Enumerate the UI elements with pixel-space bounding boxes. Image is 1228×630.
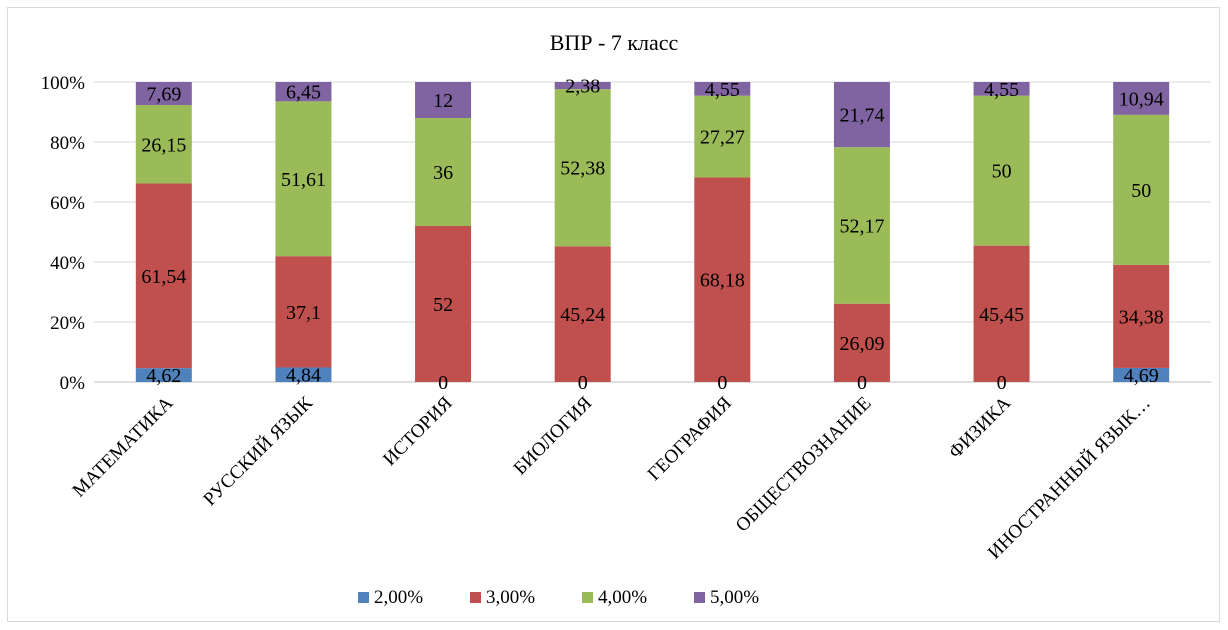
- bar-segment: [554, 89, 611, 247]
- data-label: 45,24: [560, 304, 605, 326]
- legend-label: 2,00%: [374, 587, 423, 608]
- y-axis-ticks: 0% 20% 40% 60% 80% 100%: [41, 73, 86, 394]
- bar-segment: [275, 256, 332, 368]
- bar-segment: [275, 367, 332, 382]
- data-label: 0: [997, 372, 1007, 394]
- y-tick-label: 60%: [50, 193, 85, 214]
- y-tick-label: 0%: [60, 373, 86, 394]
- x-tick-label: РУССКИЙ ЯЗЫК: [199, 392, 317, 510]
- bar-segment: [694, 177, 751, 382]
- data-label: 0: [717, 372, 727, 394]
- data-label: 4,62: [146, 365, 181, 387]
- data-label: 4,84: [286, 365, 321, 387]
- data-label: 37,1: [286, 302, 321, 324]
- bar-segment: [1113, 114, 1170, 265]
- data-label: 52: [433, 294, 453, 316]
- data-label: 4,69: [1124, 365, 1159, 387]
- y-tick-label: 20%: [50, 313, 85, 334]
- bar-segment: [694, 95, 751, 178]
- x-tick-label: ОБЩЕСТВОЗНАНИЕ: [732, 393, 876, 537]
- chart-frame: ВПР - 7 класс 0% 20% 40% 60% 80% 100% 4,62 61,…: [7, 7, 1220, 622]
- bar-segment: [135, 368, 192, 382]
- data-label: 4,55: [705, 79, 740, 101]
- x-tick-label: ГЕОГРАФИЯ: [644, 392, 736, 484]
- data-label: 10,94: [1119, 88, 1164, 110]
- data-labels: 4,62 61,54 26,15 7,69 4,84 37,1 51,61 6,45 0 52 36…: [141, 76, 1163, 394]
- x-tick-label: БИОЛОГИЯ: [510, 392, 597, 479]
- data-label: 26,15: [141, 134, 186, 156]
- data-label: 36: [433, 162, 453, 184]
- legend-label: 3,00%: [486, 587, 535, 608]
- bar-segment: [694, 82, 751, 96]
- bar-segment: [1113, 264, 1170, 368]
- legend-swatch: [582, 592, 593, 603]
- bar-segment: [415, 82, 472, 118]
- y-tick-label: 40%: [50, 253, 85, 274]
- data-label: 27,27: [700, 127, 745, 149]
- data-label: 51,61: [281, 169, 326, 191]
- bars: [135, 82, 1170, 382]
- data-label: 68,18: [700, 270, 745, 292]
- bar-segment: [833, 82, 890, 148]
- data-label: 0: [438, 372, 448, 394]
- legend-label: 5,00%: [710, 587, 759, 608]
- bar-segment: [973, 245, 1030, 382]
- data-label: 52,17: [839, 215, 884, 237]
- bar-segment: [554, 82, 611, 90]
- data-label: 21,74: [839, 105, 884, 127]
- data-label: 61,54: [141, 266, 186, 288]
- chart-title: ВПР - 7 класс: [550, 30, 679, 55]
- data-label: 6,45: [286, 82, 321, 104]
- bar-segment: [135, 183, 192, 369]
- bar-segment: [275, 82, 332, 102]
- bar-segment: [833, 147, 890, 304]
- bar-segment: [415, 226, 472, 382]
- bar-segment: [1113, 367, 1170, 382]
- stacked-bar-chart: ВПР - 7 класс 0% 20% 40% 60% 80% 100% 4,62 61,…: [41, 30, 1211, 608]
- x-axis-ticks: МАТЕМАТИКА РУССКИЙ ЯЗЫК ИСТОРИЯ БИОЛОГИЯ ГЕО…: [69, 392, 1155, 563]
- data-label: 34,38: [1119, 306, 1164, 328]
- data-label: 12: [433, 90, 453, 112]
- y-tick-label: 100%: [41, 73, 86, 94]
- legend-swatch: [358, 592, 369, 603]
- data-label: 0: [578, 372, 588, 394]
- data-label: 2,38: [565, 76, 600, 98]
- x-tick-label: МАТЕМАТИКА: [69, 392, 178, 501]
- x-tick-label: ИНОСТРАННЫЙ ЯЗЫК…: [984, 393, 1155, 564]
- data-label: 50: [1131, 180, 1151, 202]
- data-label: 50: [992, 161, 1012, 183]
- x-tick-label: ФИЗИКА: [945, 392, 1015, 462]
- legend-label: 4,00%: [598, 587, 647, 608]
- x-tick-label: ИСТОРИЯ: [379, 392, 457, 470]
- legend-swatch: [470, 592, 481, 603]
- gridlines: [94, 81, 1211, 383]
- bar-segment: [554, 246, 611, 382]
- data-label: 0: [857, 372, 867, 394]
- legend: 2,00% 3,00% 4,00% 5,00%: [358, 587, 759, 608]
- data-label: 4,55: [984, 79, 1019, 101]
- legend-swatch: [694, 592, 705, 603]
- bar-segment: [135, 105, 192, 184]
- bar-segment: [973, 82, 1030, 96]
- bar-segment: [1113, 82, 1170, 115]
- data-label: 7,69: [146, 84, 181, 106]
- data-label: 26,09: [839, 333, 884, 355]
- bar-segment: [973, 95, 1030, 246]
- bar-segment: [275, 101, 332, 257]
- data-label: 45,45: [979, 304, 1024, 326]
- bar-segment: [135, 82, 192, 106]
- bar-segment: [833, 303, 890, 382]
- y-tick-label: 80%: [50, 133, 85, 154]
- data-label: 52,38: [560, 158, 605, 180]
- bar-segment: [415, 118, 472, 226]
